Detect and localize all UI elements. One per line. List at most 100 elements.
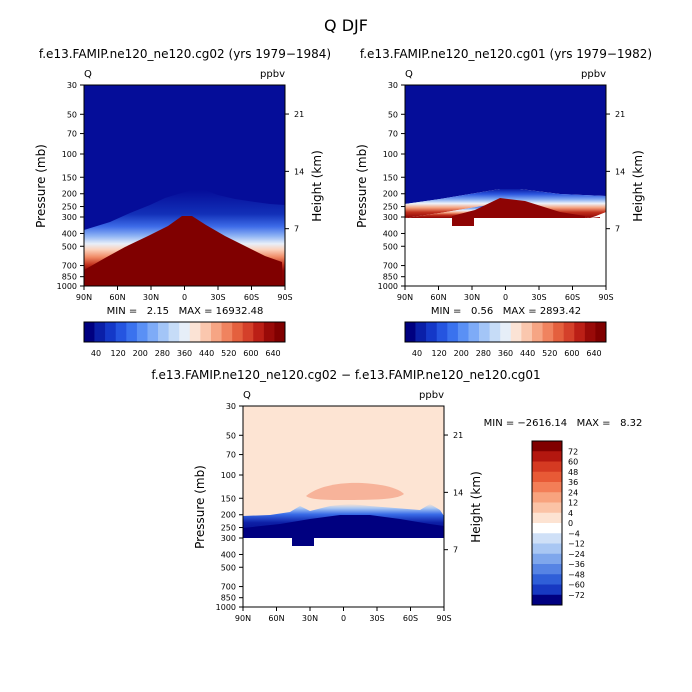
colorbar-swatch bbox=[232, 322, 243, 342]
panel-1-xtick-label: 30S bbox=[210, 293, 225, 302]
panel-2-xtick-label: 60N bbox=[430, 293, 446, 302]
colorbar-swatch bbox=[158, 322, 169, 342]
panel-1-xtick-label: 60S bbox=[244, 293, 259, 302]
colorbar-swatch bbox=[489, 322, 501, 342]
colorbar-label: 360 bbox=[177, 349, 192, 358]
panel-1-ytick-label: 100 bbox=[62, 150, 77, 159]
colorbar-swatch bbox=[126, 322, 138, 342]
panel-2-stats: MIN = 0.56 MAX = 2893.42 bbox=[431, 306, 581, 317]
panel-3-ytick-label: 100 bbox=[221, 471, 236, 480]
panel-1-xtick-label: 30N bbox=[143, 293, 159, 302]
panel-1-ytick-label: 50 bbox=[67, 110, 77, 119]
panel-3: f.e13.FAMIP.ne120_ne120.cg02 − f.e13.FAM… bbox=[151, 368, 642, 623]
panel-3-ytick-label: 1000 bbox=[216, 603, 236, 612]
panel-2: f.e13.FAMIP.ne120_ne120.cg01 (yrs 1979−1… bbox=[355, 47, 652, 317]
panel-3-right-label: ppbv bbox=[419, 390, 444, 401]
panel-3-xtick-label: 60S bbox=[403, 614, 418, 623]
panel-1-left-label: Q bbox=[84, 69, 92, 80]
panel-3-ytick-label: 700 bbox=[221, 583, 236, 592]
colorbar-label: 12 bbox=[568, 499, 578, 508]
panel-2-height-label: 14 bbox=[615, 167, 625, 176]
colorbar-swatch bbox=[510, 322, 522, 342]
panel-3-surface-patch bbox=[292, 537, 314, 546]
colorbar-frame bbox=[83, 321, 286, 343]
colorbar-swatch bbox=[242, 322, 254, 342]
colorbar-label: 0 bbox=[568, 519, 573, 528]
panel-2-ytick-label: 250 bbox=[383, 203, 398, 212]
colorbar-label: 60 bbox=[568, 458, 578, 467]
colorbar-label: 36 bbox=[568, 478, 578, 487]
panel-2-height-label: 21 bbox=[615, 110, 625, 119]
colorbar-label: 440 bbox=[520, 349, 535, 358]
colorbar-label: 520 bbox=[542, 349, 557, 358]
colorbar-swatch bbox=[84, 322, 95, 342]
panel-1-ytick-label: 300 bbox=[62, 213, 77, 222]
colorbar-swatch bbox=[521, 322, 533, 342]
panel-2-right-label: ppbv bbox=[581, 69, 606, 80]
colorbar-swatch bbox=[532, 451, 562, 462]
colorbar-swatch bbox=[574, 322, 586, 342]
colorbar-label: −48 bbox=[568, 570, 585, 579]
panel-3-xtick-label: 60N bbox=[268, 614, 284, 623]
colorbar-label: −4 bbox=[568, 529, 580, 538]
panel-2-ylabel: Pressure (mb) bbox=[355, 144, 369, 228]
colorbar-swatch bbox=[263, 322, 275, 342]
panel-2-ytick-label: 1000 bbox=[378, 282, 398, 291]
panel-3-ytick-label: 200 bbox=[221, 511, 236, 520]
panel-1-ytick-label: 150 bbox=[62, 173, 77, 182]
colorbar-label: −60 bbox=[568, 581, 585, 590]
panel-3-negative-core bbox=[243, 515, 444, 538]
figure-title: Q DJF bbox=[324, 16, 368, 35]
panel-2-xtick-label: 30N bbox=[464, 293, 480, 302]
panel-1-ytick-label: 700 bbox=[62, 262, 77, 271]
panel-3-ylabel: Pressure (mb) bbox=[193, 465, 207, 549]
colorbar-swatch bbox=[532, 533, 562, 544]
panel-3-ytick-label: 50 bbox=[226, 431, 236, 440]
colorbar-label: 120 bbox=[431, 349, 446, 358]
panel-1-ytick-label: 70 bbox=[67, 130, 77, 139]
panel-2-xtick-label: 30S bbox=[531, 293, 546, 302]
panel-1-ytick-label: 400 bbox=[62, 229, 77, 238]
colorbar-swatch bbox=[595, 322, 607, 342]
panel-2-ytick-label: 700 bbox=[383, 262, 398, 271]
colorbar-label: 600 bbox=[564, 349, 579, 358]
panel-3-ytick-label: 850 bbox=[221, 594, 236, 603]
panel-2-ytick-label: 500 bbox=[383, 242, 398, 251]
colorbar-swatch bbox=[532, 441, 562, 452]
panel-3-xtick-label: 90N bbox=[235, 614, 251, 623]
panel-2-ytick-label: 400 bbox=[383, 229, 398, 238]
colorbar-label: 640 bbox=[586, 349, 601, 358]
panel-2-ytick-label: 850 bbox=[383, 273, 398, 282]
colorbar-swatch bbox=[479, 322, 490, 342]
colorbar-swatch bbox=[136, 322, 148, 342]
panel-2-xtick-label: 90N bbox=[397, 293, 413, 302]
colorbar-swatch bbox=[179, 322, 191, 342]
colorbar-swatch bbox=[532, 594, 562, 606]
panel-1-ytick-label: 30 bbox=[67, 81, 77, 90]
panel-1-height-label: 14 bbox=[294, 167, 304, 176]
colorbar-frame bbox=[531, 440, 563, 606]
colorbar-label: 280 bbox=[155, 349, 170, 358]
panel-3-height-label: 7 bbox=[453, 546, 458, 555]
panel-3-ytick-label: 70 bbox=[226, 451, 236, 460]
panel-1-xtick-label: 90N bbox=[76, 293, 92, 302]
colorbar-swatch bbox=[532, 574, 562, 585]
panel-2-max-region bbox=[452, 198, 585, 218]
colorbar-label: 200 bbox=[454, 349, 469, 358]
panel-2-ytick-label: 100 bbox=[383, 150, 398, 159]
panel-3-positive-blob bbox=[306, 482, 404, 500]
panel-3-ytick-label: 150 bbox=[221, 494, 236, 503]
colorbar-swatch bbox=[532, 564, 562, 575]
panel-2-upper-field bbox=[405, 85, 606, 204]
panel-1-colorbar: 40 120 200 280 360 440 520 600 640 bbox=[83, 321, 286, 358]
panel-3-ytick-label: 400 bbox=[221, 550, 236, 559]
colorbar-label: 48 bbox=[568, 468, 578, 477]
panel-3-ytick-label: 250 bbox=[221, 524, 236, 533]
panel-2-ytick-label: 200 bbox=[383, 190, 398, 199]
colorbar-swatch bbox=[457, 322, 469, 342]
colorbar-label: 360 bbox=[498, 349, 513, 358]
colorbar-swatch bbox=[447, 322, 459, 342]
panel-1-ylabel: Pressure (mb) bbox=[34, 144, 48, 228]
colorbar-swatch bbox=[200, 322, 212, 342]
